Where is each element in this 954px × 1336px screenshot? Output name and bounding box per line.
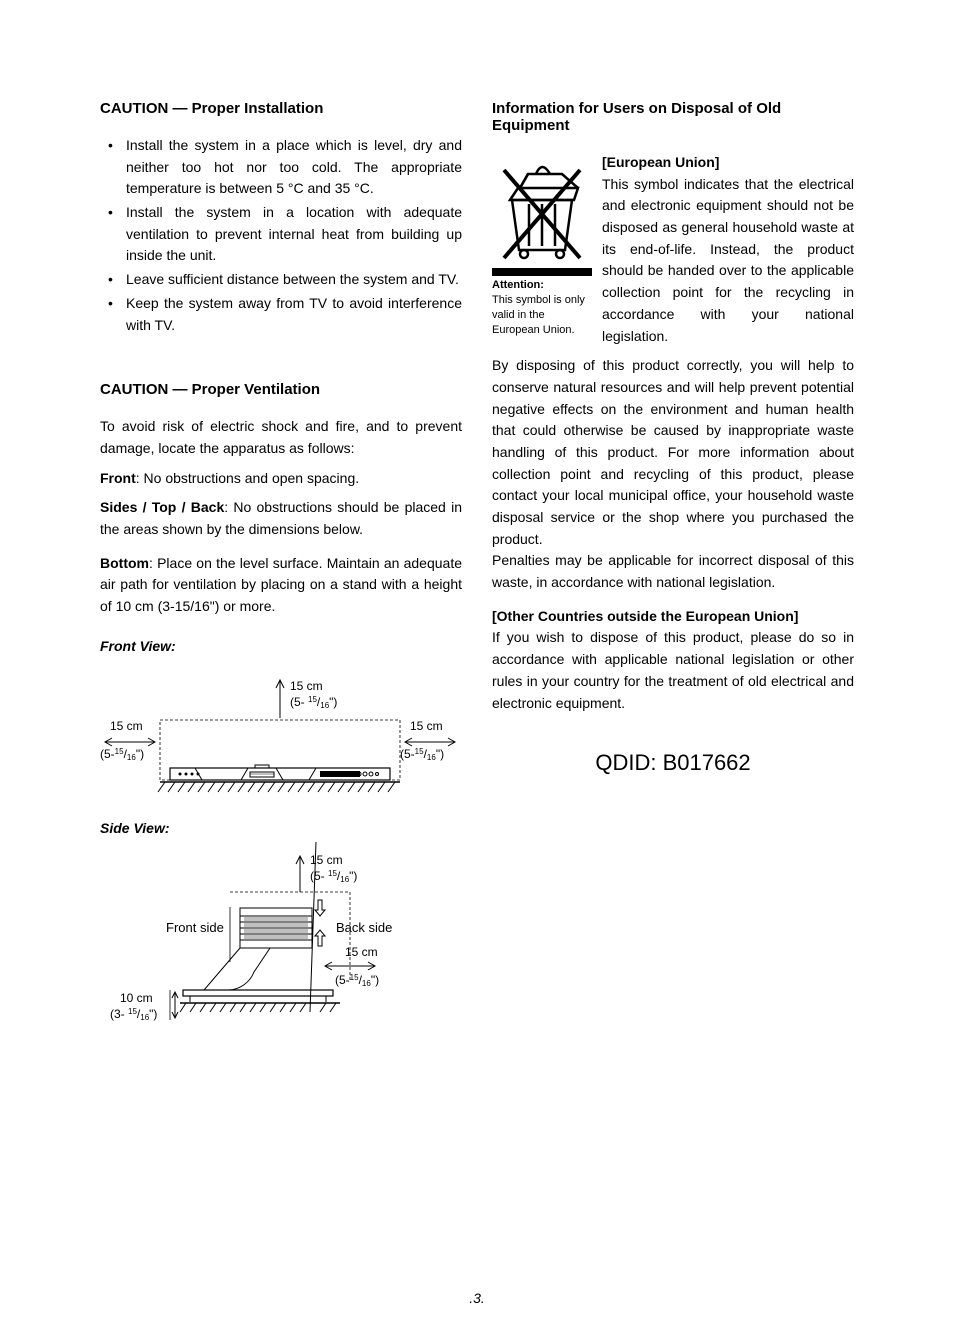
other-para: If you wish to dispose of this product, … [492,627,854,714]
dim-side-back-in-e: ") [371,973,379,987]
install-list: Install the system in a place which is l… [100,135,462,336]
svg-text:(5-15/16"): (5-15/16") [335,973,379,988]
page-number: .3. [469,1290,485,1306]
side-view-diagram: 15 cm (5- 15/16") Front side Back side 1… [100,842,460,1042]
list-item: Keep the system away from TV to avoid in… [100,293,462,336]
qdid: QDID: B017662 [492,750,854,776]
front-view-label: Front View: [100,638,462,654]
dim-top-in-e: ") [329,695,337,709]
vent-intro: To avoid risk of electric shock and fire… [100,416,462,459]
dim-top-cm: 15 cm [290,679,323,693]
list-item: Install the system in a place which is l… [100,135,462,200]
dim-side-top-in-e: ") [349,869,357,883]
eu-para3: Penalties may be applicable for incorrec… [492,550,854,593]
dim-left-in-e: ") [136,747,144,761]
back-side-label: Back side [336,920,392,935]
text-front: : No obstructions and open spacing. [136,470,359,486]
heading-install: CAUTION — Proper Installation [100,100,462,117]
attention-label: Attention: [492,279,544,291]
svg-text:(5-15/16"): (5-15/16") [400,747,444,762]
attention-bar [492,268,592,276]
label-sides: Sides / Top / Back [100,499,224,515]
dim-side-back-cm: 15 cm [345,945,378,959]
list-item: Install the system in a location with ad… [100,202,462,267]
svg-text:(5- 15/16"): (5- 15/16") [290,695,337,710]
label-front: Front [100,470,136,486]
front-view-diagram: 15 cm (5- 15/16") 15 cm (5-15/16") 15 cm… [100,660,460,800]
svg-text:(5- 15/16"): (5- 15/16") [310,869,357,884]
heading-disposal: Information for Users on Disposal of Old… [492,100,854,134]
front-side-label: Front side [166,920,224,935]
attention-text: Attention: This symbol is only valid in … [492,278,592,337]
eu-para1: This symbol indicates that the electrica… [602,174,854,348]
dim-side-bottom-in-e: ") [149,1007,157,1021]
svg-text:(3- 15/16"): (3- 15/16") [110,1007,157,1022]
dim-right-in-e: ") [436,747,444,761]
dim-side-bottom-cm: 10 cm [120,991,153,1005]
text-bottom: : Place on the level surface. Maintain a… [100,555,462,614]
svg-text:(5-15/16"): (5-15/16") [100,747,144,762]
dim-side-back-in-a: (5- [335,973,350,987]
dim-left-in-a: (5- [100,747,115,761]
other-heading: [Other Countries outside the European Un… [492,606,854,628]
vent-sides: Sides / Top / Back: No obstructions shou… [100,497,462,540]
label-bottom: Bottom [100,555,149,571]
dim-side-bottom-in-a: (3- [110,1007,128,1021]
side-view-label: Side View: [100,820,462,836]
dim-top-in-a: (5- [290,695,308,709]
eu-para2: By disposing of this product correctly, … [492,355,854,550]
heading-ventilation: CAUTION — Proper Ventilation [100,381,462,398]
dim-left-cm: 15 cm [110,719,143,733]
eu-heading: [European Union] [602,152,854,174]
attention-body: This symbol is only valid in the Europea… [492,294,585,336]
list-item: Leave sufficient distance between the sy… [100,269,462,291]
dim-right-cm: 15 cm [410,719,443,733]
dim-side-top-in-a: (5- [310,869,328,883]
vent-bottom: Bottom: Place on the level surface. Main… [100,553,462,618]
weee-icon [492,152,592,262]
dim-right-in-a: (5- [400,747,415,761]
vent-front: Front: No obstructions and open spacing. [100,468,462,490]
